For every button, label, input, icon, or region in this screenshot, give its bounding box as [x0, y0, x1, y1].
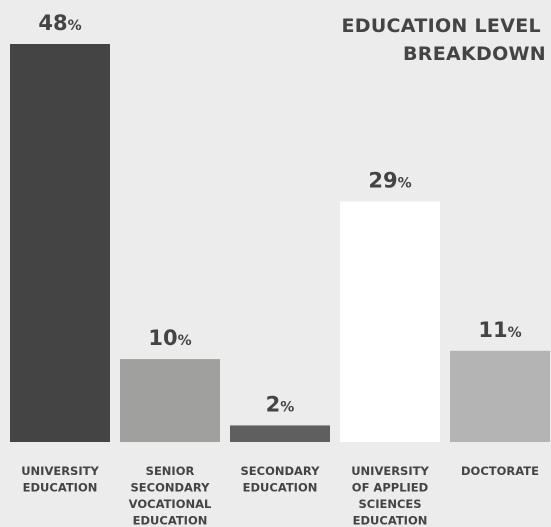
value-number: 48 — [38, 11, 67, 35]
value-labels-group: 48%10%2%29%11% — [38, 11, 521, 416]
category-label-line: EDUCATION — [133, 514, 208, 527]
bars-group — [10, 44, 550, 442]
chart-title: EDUCATION LEVEL BREAKDOWN — [341, 15, 546, 65]
category-label-line: EDUCATION — [243, 481, 318, 495]
bar-university-of-applied-sciences-education — [340, 201, 440, 442]
category-label-line: SECONDARY — [241, 464, 321, 478]
value-label-university-education: 48% — [38, 11, 81, 35]
value-number: 11 — [478, 318, 507, 342]
chart-title-line-1: EDUCATION LEVEL — [341, 15, 540, 37]
value-number: 2 — [266, 392, 281, 416]
value-unit: % — [508, 325, 522, 341]
category-label-line: OF APPLIED — [352, 481, 428, 495]
category-label-line: UNIVERSITY — [351, 464, 429, 478]
category-label-line: EDUCATION — [23, 481, 98, 495]
category-label-line: UNIVERSITY — [21, 464, 99, 478]
value-unit: % — [178, 333, 192, 349]
category-label-line: VOCATIONAL — [129, 497, 212, 511]
value-label-senior-secondary-vocational-education: 10% — [148, 326, 191, 350]
value-unit: % — [68, 18, 82, 34]
category-label-line: SCIENCES — [358, 497, 421, 511]
value-unit: % — [280, 399, 294, 415]
value-number: 29 — [368, 169, 397, 193]
value-label-secondary-education: 2% — [266, 392, 295, 416]
bar-doctorate — [450, 350, 550, 442]
chart-title-line-2: BREAKDOWN — [403, 43, 546, 65]
bar-university-education — [10, 44, 110, 442]
category-labels-group: UNIVERSITY EDUCATION SENIOR SECONDARY VOCATI… — [21, 464, 539, 527]
value-label-doctorate: 11% — [478, 318, 521, 342]
value-number: 10 — [148, 326, 177, 350]
category-label-university-education: UNIVERSITY EDUCATION — [21, 464, 99, 495]
category-label-line: SECONDARY — [131, 481, 211, 495]
category-label-line: SENIOR — [146, 464, 195, 478]
category-label-secondary-education: SECONDARY EDUCATION — [241, 464, 321, 495]
bar-secondary-education — [230, 425, 330, 442]
bar-senior-secondary-vocational-education — [120, 359, 220, 442]
category-label-line: DOCTORATE — [461, 464, 539, 478]
category-label-doctorate: DOCTORATE — [461, 464, 539, 478]
value-unit: % — [398, 176, 412, 192]
value-label-university-of-applied-sciences-education: 29% — [368, 169, 411, 193]
category-label-senior-secondary-vocational-education: SENIOR SECONDARY VOCATIONAL EDUCATION — [129, 464, 212, 527]
category-label-university-of-applied-sciences-education: UNIVERSITY OF APPLIED SCIENCES EDUCATION — [351, 464, 429, 527]
category-label-line: EDUCATION — [353, 514, 428, 527]
